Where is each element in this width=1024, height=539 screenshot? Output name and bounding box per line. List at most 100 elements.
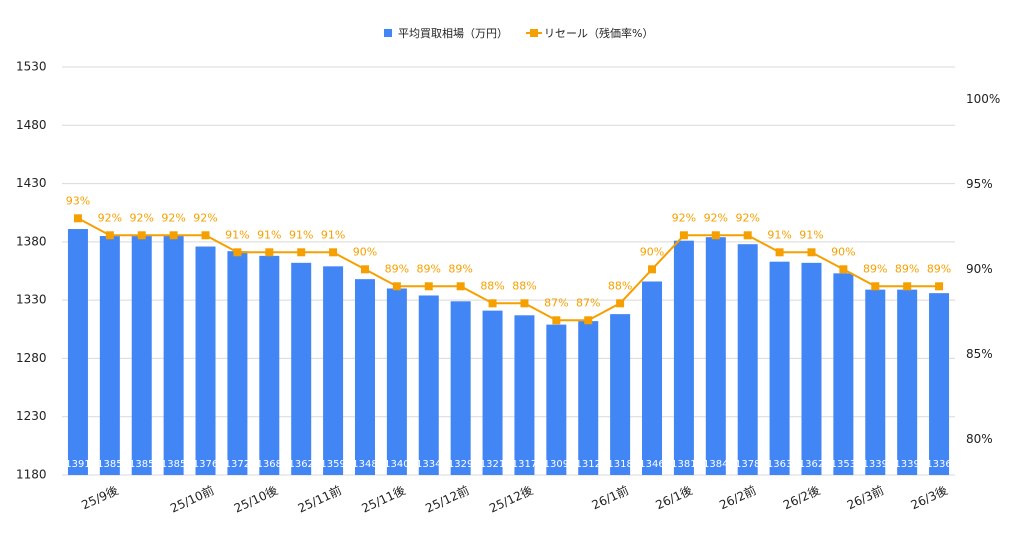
bar-value-label: 1384 bbox=[703, 459, 728, 470]
line-marker bbox=[616, 299, 625, 308]
line-value-label: 88% bbox=[608, 279, 632, 292]
y-tick-label: 1230 bbox=[16, 409, 47, 423]
line-value-label: 91% bbox=[225, 228, 249, 241]
y2-tick-label: 85% bbox=[966, 347, 993, 361]
x-tick-label: 25/12後 bbox=[487, 483, 535, 515]
line-marker bbox=[903, 282, 912, 291]
bar-value-label: 1334 bbox=[416, 459, 441, 470]
y-tick-label: 1180 bbox=[16, 468, 47, 482]
line-marker bbox=[839, 265, 848, 274]
bar bbox=[195, 246, 216, 475]
x-tick-label: 25/11前 bbox=[295, 482, 344, 515]
y2-tick-label: 90% bbox=[966, 262, 993, 276]
y-tick-label: 1530 bbox=[16, 60, 47, 74]
line-marker bbox=[424, 282, 433, 291]
line-marker bbox=[392, 282, 401, 291]
y-tick-label: 1280 bbox=[16, 351, 47, 365]
line-value-label: 90% bbox=[640, 245, 664, 258]
x-tick-label: 25/12前 bbox=[423, 482, 472, 515]
line-value-label: 88% bbox=[480, 279, 504, 292]
bar-value-label: 1385 bbox=[161, 459, 186, 470]
bar bbox=[865, 289, 886, 475]
bar bbox=[673, 240, 694, 475]
line-marker bbox=[137, 231, 146, 240]
bar-value-label: 1353 bbox=[831, 459, 856, 470]
legend-label: リセール（残価率%） bbox=[544, 26, 653, 40]
line-marker bbox=[73, 214, 82, 223]
line-marker bbox=[648, 265, 657, 274]
bar-value-label: 1362 bbox=[288, 459, 313, 470]
line-marker bbox=[552, 316, 561, 325]
bar bbox=[897, 289, 918, 475]
bar bbox=[418, 295, 439, 475]
bar-value-label: 1385 bbox=[97, 459, 122, 470]
bar-value-label: 1346 bbox=[639, 459, 664, 470]
x-tick-label: 26/2後 bbox=[781, 483, 822, 512]
bar bbox=[131, 236, 152, 475]
bar-value-label: 1391 bbox=[65, 459, 90, 470]
line-value-label: 92% bbox=[735, 211, 759, 224]
line-value-label: 92% bbox=[130, 211, 154, 224]
y2-tick-label: 95% bbox=[966, 177, 993, 191]
x-tick-label: 26/1前 bbox=[589, 482, 631, 512]
bar-value-label: 1359 bbox=[320, 459, 345, 470]
line-marker bbox=[711, 231, 720, 240]
y-tick-label: 1480 bbox=[16, 118, 47, 132]
bar bbox=[354, 279, 375, 475]
bar bbox=[578, 321, 599, 475]
bar bbox=[163, 236, 184, 475]
line-value-label: 91% bbox=[321, 228, 345, 241]
line-value-label: 89% bbox=[863, 262, 887, 275]
line-marker bbox=[265, 248, 274, 257]
line-marker bbox=[679, 231, 688, 240]
bar-value-label: 1385 bbox=[129, 459, 154, 470]
bar-value-label: 1329 bbox=[448, 459, 473, 470]
bar-value-label: 1378 bbox=[735, 459, 760, 470]
line-value-label: 90% bbox=[831, 245, 855, 258]
x-tick-label: 26/1後 bbox=[653, 483, 694, 512]
y-tick-label: 1380 bbox=[16, 234, 47, 248]
bar-value-label: 1312 bbox=[576, 459, 601, 470]
line-value-label: 89% bbox=[448, 262, 472, 275]
x-tick-label: 26/3前 bbox=[844, 482, 886, 512]
line-marker bbox=[360, 265, 369, 274]
bar-value-label: 1348 bbox=[352, 459, 377, 470]
bar bbox=[99, 236, 120, 475]
bar bbox=[929, 293, 950, 475]
bar bbox=[769, 261, 790, 475]
bar-value-label: 1339 bbox=[894, 459, 919, 470]
line-value-label: 92% bbox=[161, 211, 185, 224]
line-marker bbox=[935, 282, 944, 291]
bar bbox=[801, 262, 822, 475]
line-marker bbox=[775, 248, 784, 257]
line-series bbox=[77, 217, 940, 322]
legend-swatch bbox=[384, 29, 392, 37]
bar bbox=[737, 244, 758, 475]
bar bbox=[386, 288, 407, 475]
line-marker bbox=[807, 248, 816, 257]
line-marker bbox=[233, 248, 242, 257]
bar-value-label: 1376 bbox=[193, 459, 218, 470]
line-marker bbox=[297, 248, 306, 257]
bar bbox=[67, 229, 88, 475]
line-value-label: 92% bbox=[193, 211, 217, 224]
line-marker bbox=[105, 231, 114, 240]
x-tick-label: 25/9後 bbox=[79, 483, 120, 512]
line-value-label: 89% bbox=[385, 262, 409, 275]
legend-swatch bbox=[530, 29, 538, 37]
y2-tick-label: 80% bbox=[966, 432, 993, 446]
legend-label: 平均買取相場（万円） bbox=[398, 27, 508, 40]
bar bbox=[227, 251, 248, 475]
bar-value-label: 1362 bbox=[799, 459, 824, 470]
x-tick-label: 25/10前 bbox=[168, 482, 217, 515]
line-value-label: 89% bbox=[417, 262, 441, 275]
bar bbox=[323, 266, 344, 475]
line-value-label: 89% bbox=[895, 262, 919, 275]
x-tick-label: 25/10後 bbox=[232, 483, 280, 515]
bar bbox=[610, 314, 631, 475]
bar-value-label: 1309 bbox=[544, 459, 569, 470]
bar-value-label: 1318 bbox=[607, 459, 632, 470]
line-value-label: 91% bbox=[767, 228, 791, 241]
y-tick-label: 1330 bbox=[16, 293, 47, 307]
